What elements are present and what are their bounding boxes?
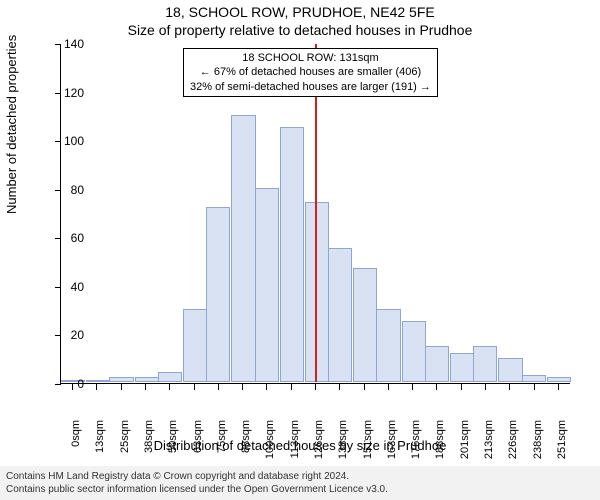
x-tick-label: 25sqm (119, 420, 131, 470)
footer: Contains HM Land Registry data © Crown c… (0, 466, 600, 500)
x-tick-mark (364, 384, 365, 390)
histogram-bar (280, 127, 304, 382)
x-tick-label: 188sqm (434, 420, 446, 470)
histogram-bar (328, 248, 352, 382)
y-tick-label: 60 (44, 231, 84, 245)
x-tick-label: 251sqm (556, 420, 568, 470)
histogram-bar (402, 321, 426, 382)
y-tick-label: 80 (44, 183, 84, 197)
footer-line2: Contains public sector information licen… (6, 483, 594, 496)
x-tick-mark (509, 384, 510, 390)
histogram-bar (425, 346, 449, 382)
x-tick-label: 100sqm (264, 420, 276, 470)
x-tick-label: 63sqm (192, 420, 204, 470)
annotation-line: 32% of semi-detached houses are larger (… (190, 80, 431, 94)
histogram-bar (305, 202, 329, 382)
x-tick-label: 238sqm (532, 420, 544, 470)
x-tick-label: 201sqm (459, 420, 471, 470)
x-tick-label: 126sqm (313, 420, 325, 470)
x-tick-mark (291, 384, 292, 390)
x-tick-mark (121, 384, 122, 390)
annotation-line: 18 SCHOOL ROW: 131sqm (190, 51, 431, 65)
x-tick-mark (266, 384, 267, 390)
histogram-bar (547, 377, 571, 382)
y-tick-label: 100 (44, 134, 84, 148)
histogram-bar (135, 377, 159, 382)
x-tick-mark (412, 384, 413, 390)
x-tick-label: 151sqm (362, 420, 374, 470)
x-tick-label: 88sqm (240, 420, 252, 470)
histogram-bar (109, 377, 133, 382)
y-axis-label: Number of detached properties (4, 35, 19, 214)
x-tick-mark (388, 384, 389, 390)
x-tick-label: 0sqm (70, 420, 82, 470)
x-tick-label: 113sqm (289, 420, 301, 470)
x-tick-label: 226sqm (507, 420, 519, 470)
annotation-line: ← 67% of detached houses are smaller (40… (190, 65, 431, 79)
y-tick-label: 0 (44, 377, 84, 391)
x-tick-mark (436, 384, 437, 390)
histogram-bar (158, 372, 182, 382)
x-tick-mark (72, 384, 73, 390)
y-tick-label: 20 (44, 328, 84, 342)
chart-container: 18, SCHOOL ROW, PRUDHOE, NE42 5FE Size o… (0, 0, 600, 500)
y-tick-label: 140 (44, 37, 84, 51)
x-tick-mark (558, 384, 559, 390)
x-tick-label: 38sqm (143, 420, 155, 470)
histogram-bar (498, 358, 522, 382)
histogram-bar (255, 188, 279, 382)
x-tick-mark (194, 384, 195, 390)
x-tick-label: 176sqm (410, 420, 422, 470)
x-tick-mark (96, 384, 97, 390)
x-tick-label: 213sqm (483, 420, 495, 470)
x-tick-mark (242, 384, 243, 390)
x-tick-label: 75sqm (216, 420, 228, 470)
histogram-bar (450, 353, 474, 382)
footer-line1: Contains HM Land Registry data © Crown c… (6, 470, 594, 483)
histogram-bar (522, 375, 546, 382)
x-tick-mark (218, 384, 219, 390)
x-tick-mark (169, 384, 170, 390)
histogram-bar (473, 346, 497, 382)
histogram-bar (353, 268, 377, 382)
x-tick-label: 138sqm (337, 420, 349, 470)
x-tick-mark (315, 384, 316, 390)
x-tick-mark (339, 384, 340, 390)
page-title-line2: Size of property relative to detached ho… (0, 22, 600, 38)
x-tick-mark (485, 384, 486, 390)
plot-area: 18 SCHOOL ROW: 131sqm← 67% of detached h… (60, 44, 570, 384)
x-tick-label: 50sqm (167, 420, 179, 470)
plot-box: 18 SCHOOL ROW: 131sqm← 67% of detached h… (60, 44, 570, 384)
x-tick-label: 13sqm (94, 420, 106, 470)
x-tick-mark (145, 384, 146, 390)
x-tick-mark (534, 384, 535, 390)
y-tick-label: 120 (44, 86, 84, 100)
histogram-bar (86, 380, 110, 382)
histogram-bar (376, 309, 400, 382)
histogram-bar (183, 309, 207, 382)
histogram-bar (206, 207, 230, 382)
page-title-line1: 18, SCHOOL ROW, PRUDHOE, NE42 5FE (0, 0, 600, 20)
histogram-bar (231, 115, 255, 382)
y-tick-label: 40 (44, 280, 84, 294)
x-tick-mark (461, 384, 462, 390)
annotation-box: 18 SCHOOL ROW: 131sqm← 67% of detached h… (183, 48, 438, 97)
x-tick-label: 163sqm (386, 420, 398, 470)
